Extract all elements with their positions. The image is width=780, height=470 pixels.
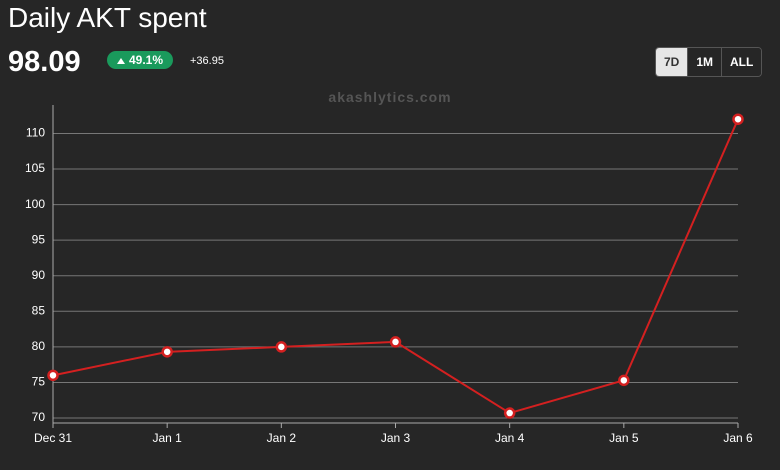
y-tick-label: 85 — [32, 303, 46, 317]
change-percent: 49.1% — [129, 53, 164, 67]
y-tick-label: 105 — [25, 161, 45, 175]
data-point — [275, 341, 288, 353]
current-value: 98.09 — [8, 46, 81, 78]
y-tick-label: 95 — [32, 232, 46, 246]
data-point — [618, 374, 630, 387]
y-tick-label: 75 — [32, 375, 46, 389]
y-tick-label: 80 — [32, 339, 46, 353]
range-button[interactable]: 1M — [688, 48, 723, 76]
title: Daily AKT spent — [8, 2, 207, 33]
x-tick-label: Jan 2 — [267, 431, 297, 445]
y-tick-label: 70 — [32, 410, 46, 424]
range-button[interactable]: ALL — [722, 48, 762, 76]
up-icon — [117, 57, 125, 64]
x-tick-label: Jan 1 — [152, 431, 182, 445]
x-tick-label: Jan 6 — [723, 431, 753, 445]
y-tick-label: 100 — [25, 197, 45, 211]
range-buttons: 7D 1M ALL — [655, 47, 763, 77]
data-line — [52, 118, 739, 415]
x-tick-label: Dec 31 — [34, 431, 72, 445]
y-tick-label: 110 — [26, 126, 45, 140]
watermark: akashlytics.com — [328, 89, 452, 105]
range-button[interactable]: 7D — [656, 48, 689, 76]
data-point — [732, 113, 744, 125]
x-tick-label: Jan 5 — [609, 431, 639, 445]
data-point — [161, 346, 173, 358]
data-point — [503, 407, 516, 419]
x-tick-label: Jan 4 — [495, 431, 525, 445]
x-tick-label: Jan 3 — [381, 431, 411, 445]
change-badge: 49.1% — [107, 51, 174, 69]
data-point — [389, 336, 402, 348]
y-tick-label: 90 — [32, 268, 46, 282]
change-abs: +36.95 — [190, 55, 224, 67]
data-point — [47, 369, 59, 382]
